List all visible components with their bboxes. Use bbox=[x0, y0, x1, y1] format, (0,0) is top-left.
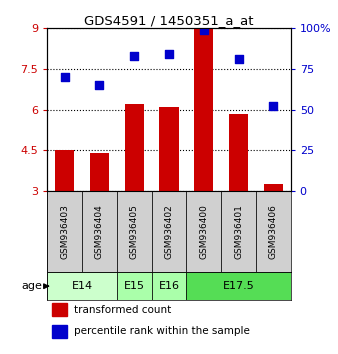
Bar bbox=[221, 191, 256, 272]
Bar bbox=[186, 272, 291, 300]
Bar bbox=[152, 191, 186, 272]
Bar bbox=[117, 191, 152, 272]
Text: transformed count: transformed count bbox=[74, 305, 171, 315]
Bar bbox=[229, 114, 248, 191]
Text: GSM936401: GSM936401 bbox=[234, 204, 243, 259]
Bar bbox=[55, 150, 74, 191]
Point bbox=[97, 82, 102, 88]
Text: GSM936403: GSM936403 bbox=[60, 204, 69, 259]
Text: GSM936404: GSM936404 bbox=[95, 204, 104, 259]
Bar bbox=[186, 191, 221, 272]
Text: percentile rank within the sample: percentile rank within the sample bbox=[74, 326, 250, 336]
Text: GSM936405: GSM936405 bbox=[130, 204, 139, 259]
Point bbox=[201, 27, 207, 33]
Bar bbox=[117, 272, 152, 300]
Bar bbox=[47, 272, 117, 300]
Text: E14: E14 bbox=[72, 281, 93, 291]
Text: E16: E16 bbox=[159, 281, 179, 291]
Text: age: age bbox=[21, 281, 42, 291]
Bar bbox=[47, 191, 82, 272]
Title: GDS4591 / 1450351_a_at: GDS4591 / 1450351_a_at bbox=[84, 14, 254, 27]
Text: GSM936406: GSM936406 bbox=[269, 204, 278, 259]
Bar bbox=[152, 272, 186, 300]
Text: GSM936402: GSM936402 bbox=[165, 204, 173, 259]
Bar bbox=[90, 153, 109, 191]
Point bbox=[166, 51, 172, 57]
Bar bbox=[52, 303, 67, 316]
Bar bbox=[82, 191, 117, 272]
Text: E15: E15 bbox=[124, 281, 145, 291]
Bar bbox=[125, 104, 144, 191]
Point bbox=[131, 53, 137, 59]
Point bbox=[62, 74, 67, 80]
Point bbox=[236, 56, 241, 62]
Bar bbox=[256, 191, 291, 272]
Bar bbox=[52, 325, 67, 338]
Bar bbox=[160, 107, 178, 191]
Text: GSM936400: GSM936400 bbox=[199, 204, 208, 259]
Point bbox=[271, 103, 276, 109]
Bar bbox=[264, 184, 283, 191]
Text: E17.5: E17.5 bbox=[223, 281, 255, 291]
Bar bbox=[194, 28, 213, 191]
